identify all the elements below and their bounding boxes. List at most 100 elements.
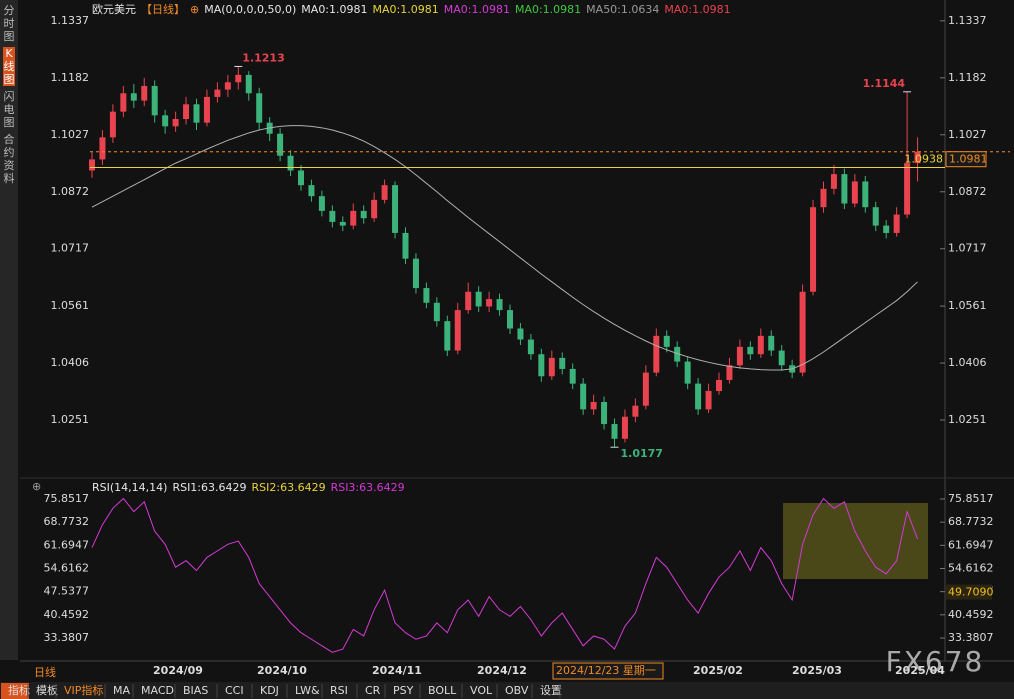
y-tick-label: 54.6162 bbox=[948, 561, 994, 574]
candle-body bbox=[89, 159, 95, 171]
side-tab[interactable]: 合约资料 bbox=[3, 133, 15, 185]
toolbar-item[interactable]: CR bbox=[365, 684, 381, 697]
candle-body bbox=[318, 196, 325, 211]
candle-body bbox=[350, 210, 357, 226]
header: 欧元美元 【日线】 ⊕ MA(0,0,0,0,50,0) MA0:1.0981 MA0:1… bbox=[92, 2, 731, 16]
y-tick-label: 1.0717 bbox=[948, 242, 987, 255]
candle-body bbox=[569, 368, 576, 384]
candle-body bbox=[486, 299, 493, 307]
candle-body bbox=[151, 85, 158, 116]
highlight-box bbox=[783, 503, 928, 579]
candle-body bbox=[308, 185, 315, 197]
candle-body bbox=[507, 310, 513, 329]
candle-body bbox=[360, 210, 367, 219]
toolbar-item[interactable]: VOL bbox=[470, 684, 493, 697]
candle-body bbox=[141, 85, 148, 101]
candle-body bbox=[402, 232, 409, 259]
y-tick-label: 40.4592 bbox=[44, 608, 90, 621]
header-item: ⊕ bbox=[190, 3, 199, 16]
cursor-tag-label: 49.7090 bbox=[948, 586, 994, 599]
x-tick-label: 2024/10 bbox=[257, 664, 307, 677]
x-tick-label: 2024/11 bbox=[372, 664, 422, 677]
y-tick-label: 68.7732 bbox=[948, 515, 994, 528]
candle-body bbox=[810, 207, 817, 292]
x-tick-label: 2025/04 bbox=[895, 664, 945, 677]
y-tick-label: 1.1337 bbox=[948, 14, 987, 27]
candle-body bbox=[381, 185, 388, 200]
y-tick-label: 1.0406 bbox=[948, 356, 987, 369]
toolbar-item[interactable]: OBV bbox=[505, 684, 529, 697]
candle-body bbox=[287, 155, 294, 171]
candle-body bbox=[757, 335, 764, 355]
y-tick-label: 33.3807 bbox=[44, 631, 90, 644]
candle-body bbox=[214, 89, 221, 97]
candle-body bbox=[162, 115, 169, 127]
candle-body bbox=[444, 321, 451, 351]
toolbar-item[interactable]: PSY bbox=[393, 684, 414, 697]
candle-body bbox=[475, 291, 482, 307]
candle-body bbox=[277, 133, 284, 156]
candle-body bbox=[298, 170, 304, 186]
toolbar-item[interactable]: BOLL bbox=[428, 684, 457, 697]
toolbar-item[interactable]: VIP指标 bbox=[64, 683, 103, 697]
candle-body bbox=[747, 346, 754, 355]
toolbar-item[interactable]: 设置 bbox=[540, 684, 562, 697]
candle-body bbox=[851, 181, 858, 204]
y-tick-label: 61.6947 bbox=[948, 538, 994, 551]
y-tick-label: 1.0717 bbox=[51, 242, 90, 255]
candle-body bbox=[559, 357, 566, 369]
header-item: MA0:1.0981 bbox=[373, 3, 439, 16]
header-item: 欧元美元 bbox=[92, 3, 136, 16]
toolbar-item[interactable]: 指标 bbox=[8, 683, 30, 697]
candle-body bbox=[256, 93, 263, 123]
y-tick-label: 1.0561 bbox=[948, 299, 987, 312]
y-tick-label: 68.7732 bbox=[44, 515, 90, 528]
candle-body bbox=[768, 335, 775, 351]
candle-body bbox=[517, 328, 524, 340]
sidebar: 分时图 K线图闪电图合约资料 bbox=[0, 0, 18, 660]
y-tick-label: 54.6162 bbox=[44, 561, 90, 574]
side-tab[interactable]: 闪电图 bbox=[3, 90, 15, 129]
side-tab[interactable]: K线图 bbox=[3, 47, 15, 86]
candle-body bbox=[820, 188, 827, 208]
toolbar-item[interactable]: MA bbox=[113, 684, 130, 697]
x-tick-label: 2025/03 bbox=[792, 664, 842, 677]
toolbar-item[interactable]: MACD bbox=[141, 684, 174, 697]
rsi-line bbox=[91, 497, 919, 653]
y-tick-label: 1.1182 bbox=[948, 71, 987, 84]
toolbar-item[interactable]: LW& bbox=[295, 684, 320, 697]
y-tick-label: 61.6947 bbox=[44, 538, 90, 551]
candle-body bbox=[580, 383, 587, 410]
candle-body bbox=[548, 357, 555, 377]
price-tag-label: 1.0981 bbox=[949, 153, 988, 166]
toolbar-item[interactable]: 模板 bbox=[36, 683, 58, 697]
toolbar-item[interactable]: RSI bbox=[330, 684, 348, 697]
candle-body bbox=[799, 291, 806, 373]
candle-body bbox=[841, 174, 848, 204]
x-tick-label: 2024/09 bbox=[153, 664, 203, 677]
candle-body bbox=[538, 354, 545, 377]
candle-body bbox=[632, 405, 639, 417]
level-label: 1.0938 bbox=[905, 153, 944, 166]
candle-body bbox=[392, 185, 399, 233]
candle-body bbox=[872, 207, 879, 226]
candle-body bbox=[621, 416, 628, 439]
toolbar-item[interactable]: KDJ bbox=[260, 684, 279, 697]
candle-body bbox=[120, 93, 127, 112]
toolbar-item[interactable]: CCI bbox=[225, 684, 244, 697]
candle-body bbox=[611, 424, 618, 439]
header-item: MA0:1.0981 bbox=[515, 3, 581, 16]
toolbar-item[interactable]: BIAS bbox=[183, 684, 208, 697]
rsi-legend-item: RSI2:63.6429 bbox=[252, 481, 326, 494]
rsi-icon: ⊕ bbox=[32, 480, 41, 493]
header-item: MA(0,0,0,0,50,0) bbox=[204, 3, 296, 16]
candle-body bbox=[423, 288, 430, 303]
candle-body bbox=[245, 74, 252, 94]
y-tick-label: 1.0561 bbox=[51, 299, 90, 312]
cursor-tag bbox=[946, 584, 992, 600]
header-item: 【日线】 bbox=[141, 2, 185, 16]
side-tab[interactable]: 分时图 bbox=[3, 4, 15, 43]
extreme-label: 1.0177 bbox=[621, 447, 663, 460]
header-item: MA50:1.0634 bbox=[586, 3, 659, 16]
